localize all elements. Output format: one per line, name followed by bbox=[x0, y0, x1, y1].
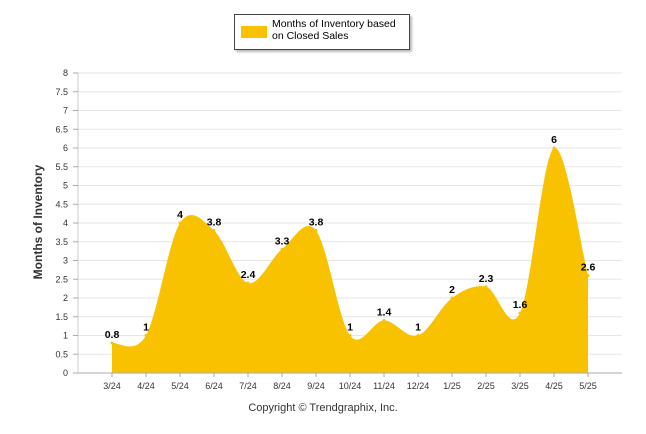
data-label: 6 bbox=[551, 134, 557, 146]
x-tick-label: 7/24 bbox=[239, 381, 257, 391]
data-point bbox=[110, 341, 114, 345]
data-point bbox=[416, 334, 420, 337]
y-axis-title: Months of Inventory bbox=[31, 164, 45, 280]
data-point bbox=[144, 334, 148, 337]
data-point bbox=[314, 229, 318, 232]
legend: Months of Inventory based on Closed Sale… bbox=[234, 14, 410, 50]
x-tick-label: 12/24 bbox=[407, 381, 430, 391]
data-label: 1 bbox=[415, 322, 421, 334]
data-point bbox=[178, 221, 182, 225]
x-tick-label: 4/25 bbox=[545, 381, 563, 391]
data-label: 0.8 bbox=[105, 329, 120, 341]
data-labels: 0.8 1 4 3.8 2.4 3.3 3.8 1 1.4 1 2 2.3 1.6 6 2.6 bbox=[105, 134, 596, 341]
y-tick-label: 8 bbox=[63, 68, 68, 78]
x-tick-label: 5/24 bbox=[171, 381, 189, 391]
x-tick-label: 9/24 bbox=[307, 381, 325, 391]
data-label: 2.4 bbox=[241, 269, 256, 281]
copyright-footer: Copyright © Trendgraphix, Inc. bbox=[248, 402, 398, 414]
y-tick-label: 5 bbox=[63, 181, 68, 191]
y-tick-label: 7.5 bbox=[55, 87, 68, 97]
legend-label: Months of Inventory based on Closed Sale… bbox=[272, 18, 396, 42]
series-area bbox=[112, 147, 588, 373]
y-tick-label: 3 bbox=[63, 256, 68, 266]
data-point bbox=[348, 334, 352, 337]
data-label: 4 bbox=[177, 209, 183, 221]
data-point bbox=[450, 296, 454, 300]
data-point bbox=[484, 285, 488, 289]
area-series bbox=[110, 146, 590, 373]
data-label: 1.6 bbox=[513, 299, 528, 311]
data-point bbox=[586, 274, 590, 277]
data-label: 1 bbox=[347, 322, 353, 334]
data-point bbox=[246, 281, 250, 285]
y-tick-label: 4 bbox=[63, 218, 68, 228]
y-tick-label: 6.5 bbox=[55, 124, 68, 134]
x-tick-label: 6/24 bbox=[205, 381, 223, 391]
data-label: 3.3 bbox=[275, 235, 290, 247]
data-point bbox=[518, 311, 522, 315]
x-tick-label: 3/25 bbox=[511, 381, 529, 391]
x-tick-label: 2/25 bbox=[477, 381, 495, 391]
legend-swatch bbox=[241, 26, 267, 38]
x-tick-label: 1/25 bbox=[443, 381, 461, 391]
y-tick-label: 4.5 bbox=[55, 199, 68, 209]
x-tick-label: 11/24 bbox=[373, 381, 395, 391]
x-tick-label: 8/24 bbox=[273, 381, 291, 391]
y-tick-label: 2.5 bbox=[55, 274, 68, 284]
y-tick-label: 1 bbox=[63, 331, 68, 341]
y-tick-label: 5.5 bbox=[55, 162, 68, 172]
x-tick-label: 5/25 bbox=[579, 381, 597, 391]
data-label: 1 bbox=[143, 322, 149, 334]
y-tick-label: 0 bbox=[63, 368, 68, 378]
data-label: 3.8 bbox=[207, 217, 222, 229]
data-label: 3.8 bbox=[309, 217, 324, 229]
y-tick-label: 1.5 bbox=[55, 312, 68, 322]
x-tick-label: 4/24 bbox=[137, 381, 155, 391]
x-tick-label: 10/24 bbox=[339, 381, 362, 391]
data-label: 2.3 bbox=[479, 273, 494, 285]
y-tick-label: 3.5 bbox=[55, 237, 68, 247]
y-tick-label: 7 bbox=[63, 106, 68, 116]
data-point bbox=[280, 247, 284, 251]
data-point bbox=[552, 146, 556, 150]
data-label: 1.4 bbox=[377, 307, 392, 319]
data-label: 2 bbox=[449, 284, 455, 296]
data-point bbox=[382, 319, 386, 322]
data-point bbox=[212, 229, 216, 232]
data-label: 2.6 bbox=[581, 262, 596, 274]
y-tick-label: 0.5 bbox=[55, 349, 68, 359]
y-tick-label: 2 bbox=[63, 293, 68, 303]
x-tick-label: 3/24 bbox=[103, 381, 121, 391]
axes: 0 0.5 1 1.5 2 2.5 3 3.5 4 4.5 5 5.5 6 6.5 7 7.5 8 3/24 4/2… bbox=[55, 68, 622, 391]
y-tick-label: 6 bbox=[63, 143, 68, 153]
